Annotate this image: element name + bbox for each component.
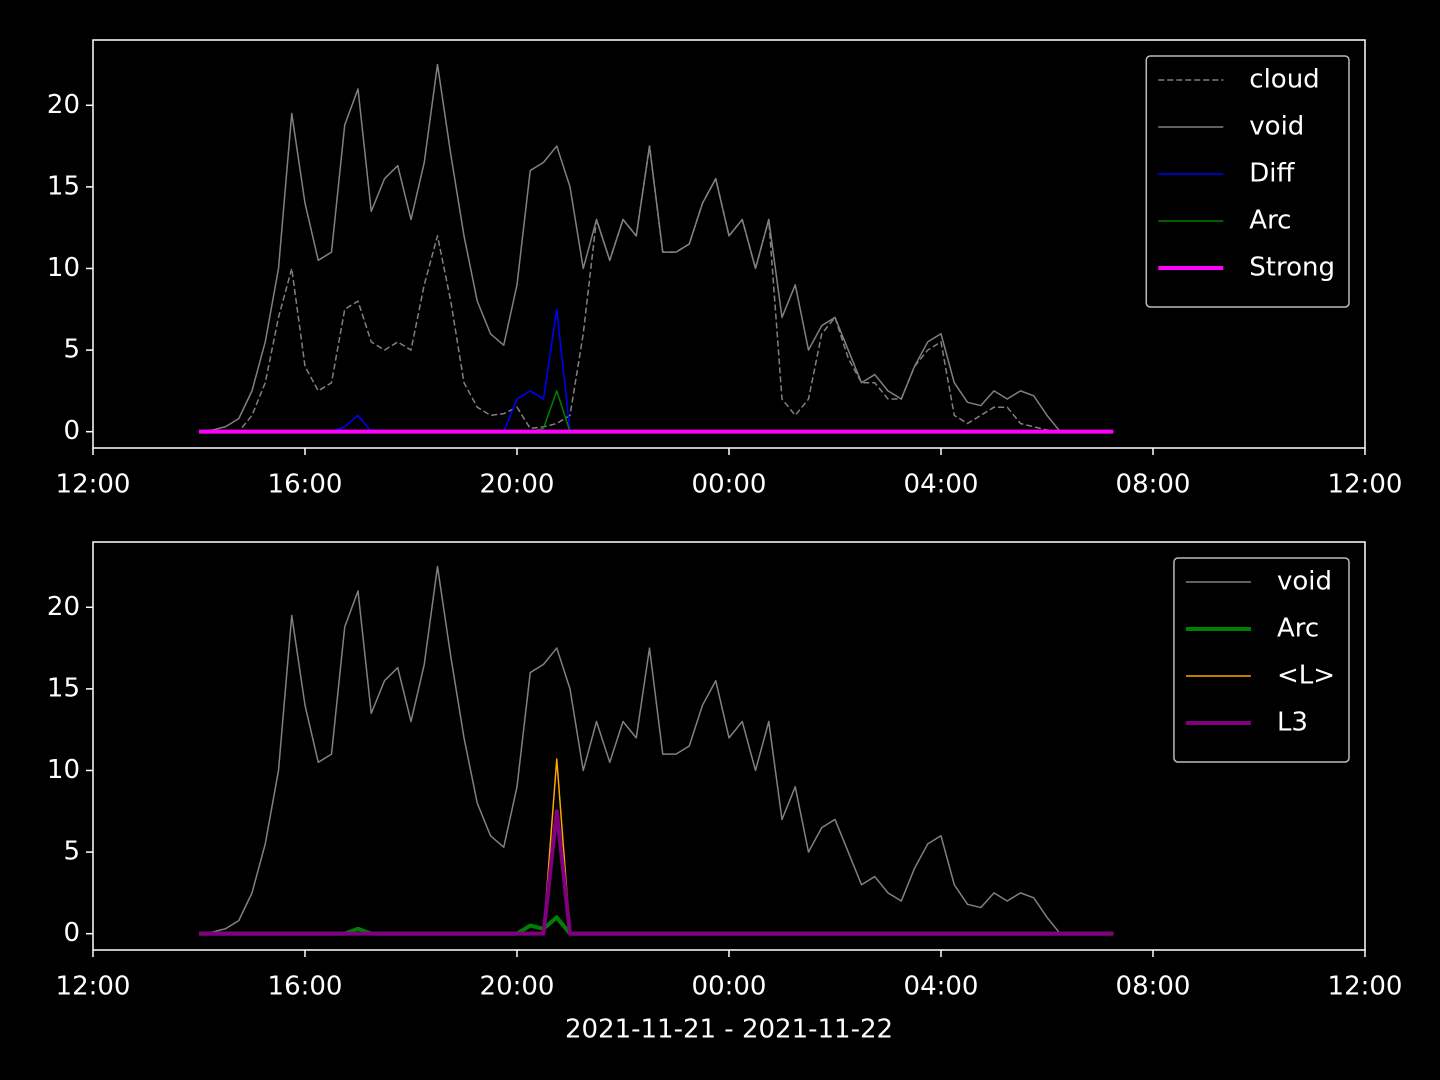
x-tick-label: 20:00 [480, 470, 555, 500]
y-tick-label: 0 [63, 918, 80, 948]
axes-frame [92, 39, 1366, 449]
legend-box [1145, 55, 1350, 308]
x-tick-label: 12:00 [1328, 972, 1403, 1002]
axes-frame [92, 541, 1366, 951]
x-tick-label: 00:00 [692, 972, 767, 1002]
legend-label: Arc [1249, 206, 1291, 236]
series-line [198, 63, 1114, 433]
y-tick-label: 5 [63, 335, 80, 365]
y-tick-label: 10 [47, 755, 80, 785]
series-line [198, 565, 1114, 935]
y-tick-label: 15 [47, 673, 80, 703]
y-tick-label: 10 [47, 253, 80, 283]
x-axis-label: 2021-11-21 - 2021-11-22 [565, 1015, 893, 1045]
x-tick-label: 16:00 [268, 470, 343, 500]
legend-label: Strong [1249, 253, 1335, 283]
x-tick-label: 20:00 [480, 972, 555, 1002]
x-tick-label: 16:00 [268, 972, 343, 1002]
plot-area [198, 63, 1114, 434]
x-tick-label: 04:00 [904, 470, 979, 500]
legend: void Arc <L> L3 [1173, 557, 1350, 763]
legend-label: <L> [1277, 661, 1335, 691]
legend-label: L3 [1277, 708, 1308, 738]
x-tick-label: 00:00 [692, 470, 767, 500]
plot-area [198, 565, 1114, 936]
legend: cloud void Diff Arc Strong [1145, 55, 1350, 308]
legend-label: cloud [1249, 65, 1319, 95]
x-tick-label: 04:00 [904, 972, 979, 1002]
y-tick-label: 20 [47, 592, 80, 622]
legend-label: void [1277, 567, 1332, 597]
legend-label: Arc [1277, 614, 1319, 644]
y-tick-label: 15 [47, 171, 80, 201]
legend-label: void [1249, 112, 1304, 142]
legend-box [1173, 557, 1350, 763]
x-tick-label: 12:00 [56, 470, 131, 500]
x-tick-label: 08:00 [1116, 972, 1191, 1002]
y-tick-label: 5 [63, 837, 80, 867]
series-line [199, 809, 1114, 936]
legend-label: Diff [1249, 159, 1295, 189]
y-tick-label: 0 [63, 416, 80, 446]
x-tick-label: 12:00 [1328, 470, 1403, 500]
x-tick-label: 08:00 [1116, 470, 1191, 500]
x-tick-label: 12:00 [56, 972, 131, 1002]
y-tick-label: 20 [47, 90, 80, 120]
